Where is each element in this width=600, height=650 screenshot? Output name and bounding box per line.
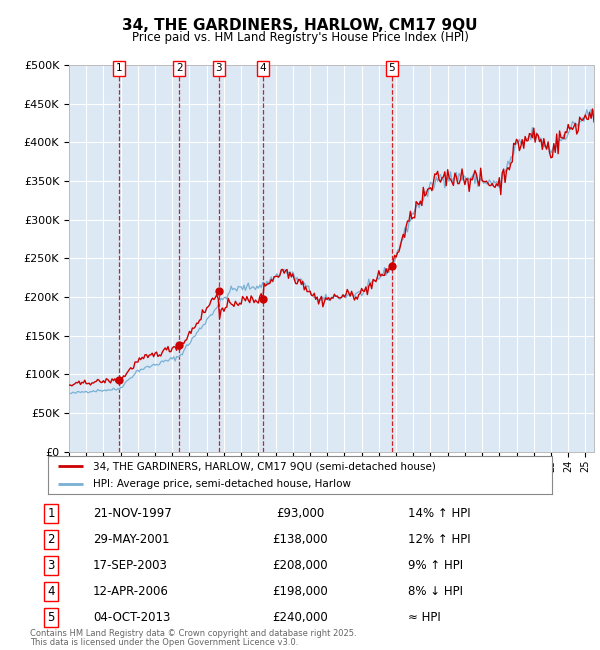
Text: 17-SEP-2003: 17-SEP-2003 xyxy=(93,559,168,572)
Text: 5: 5 xyxy=(47,611,55,624)
Text: 3: 3 xyxy=(47,559,55,572)
Text: 5: 5 xyxy=(388,63,395,73)
Text: £198,000: £198,000 xyxy=(272,585,328,598)
Text: 8% ↓ HPI: 8% ↓ HPI xyxy=(408,585,463,598)
Text: £93,000: £93,000 xyxy=(276,507,324,520)
Text: 3: 3 xyxy=(215,63,222,73)
Text: 14% ↑ HPI: 14% ↑ HPI xyxy=(408,507,470,520)
Text: 2: 2 xyxy=(176,63,182,73)
Text: 4: 4 xyxy=(260,63,266,73)
Text: £138,000: £138,000 xyxy=(272,533,328,546)
Text: 12% ↑ HPI: 12% ↑ HPI xyxy=(408,533,470,546)
Text: 21-NOV-1997: 21-NOV-1997 xyxy=(93,507,172,520)
Text: 4: 4 xyxy=(47,585,55,598)
Text: ≈ HPI: ≈ HPI xyxy=(408,611,441,624)
Text: HPI: Average price, semi-detached house, Harlow: HPI: Average price, semi-detached house,… xyxy=(94,479,352,489)
Text: 34, THE GARDINERS, HARLOW, CM17 9QU: 34, THE GARDINERS, HARLOW, CM17 9QU xyxy=(122,18,478,33)
Text: This data is licensed under the Open Government Licence v3.0.: This data is licensed under the Open Gov… xyxy=(30,638,298,647)
Text: 9% ↑ HPI: 9% ↑ HPI xyxy=(408,559,463,572)
Text: 1: 1 xyxy=(47,507,55,520)
Text: 1: 1 xyxy=(116,63,122,73)
Text: £208,000: £208,000 xyxy=(272,559,328,572)
Text: Contains HM Land Registry data © Crown copyright and database right 2025.: Contains HM Land Registry data © Crown c… xyxy=(30,629,356,638)
Text: £240,000: £240,000 xyxy=(272,611,328,624)
Text: 29-MAY-2001: 29-MAY-2001 xyxy=(93,533,170,546)
Text: Price paid vs. HM Land Registry's House Price Index (HPI): Price paid vs. HM Land Registry's House … xyxy=(131,31,469,44)
Text: 2: 2 xyxy=(47,533,55,546)
Text: 04-OCT-2013: 04-OCT-2013 xyxy=(93,611,170,624)
Text: 12-APR-2006: 12-APR-2006 xyxy=(93,585,169,598)
Text: 34, THE GARDINERS, HARLOW, CM17 9QU (semi-detached house): 34, THE GARDINERS, HARLOW, CM17 9QU (sem… xyxy=(94,462,436,471)
